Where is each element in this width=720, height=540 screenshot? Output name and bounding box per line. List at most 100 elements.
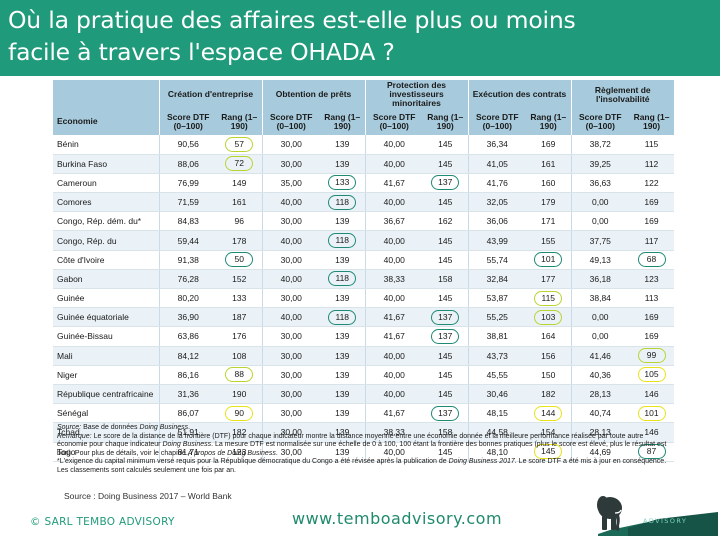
- cell-value: 40,00: [280, 235, 302, 246]
- logo-name: TEMBO: [633, 498, 696, 516]
- cell-value: 41,67: [383, 331, 405, 342]
- cell-value: 30,00: [280, 158, 302, 169]
- economy-name: Mali: [53, 346, 159, 366]
- circled-value: 57: [225, 136, 254, 152]
- footer-website-link[interactable]: www.temboadvisory.com: [292, 509, 503, 528]
- rank-cell: 145: [423, 442, 469, 462]
- note-source-label: Source:: [57, 424, 82, 431]
- cell-value: 155: [541, 235, 556, 246]
- cell-value: 139: [335, 427, 350, 438]
- cell-value: 145: [438, 389, 453, 400]
- score-cell: 40,00: [364, 250, 423, 270]
- score-cell: 36,90: [158, 307, 217, 328]
- score-cell: 38,33: [364, 422, 423, 443]
- cell-value: 139: [335, 331, 350, 342]
- score-cell: 30,00: [261, 288, 320, 309]
- rank-cell: 139: [320, 422, 365, 443]
- circled-value: 99: [637, 348, 666, 364]
- circled-value: 50: [225, 252, 254, 268]
- note-remark-chapter: A propos de Doing Business: [187, 449, 276, 457]
- rank-cell: 176: [217, 326, 262, 347]
- slide-title-line2: facile à travers l'espace OHADA ?: [8, 38, 395, 66]
- cell-value: 171: [541, 216, 556, 227]
- cell-value: 156: [541, 350, 556, 361]
- score-cell: 51,91: [158, 422, 217, 443]
- cell-value: 36,06: [486, 216, 508, 227]
- cell-value: 38,33: [383, 273, 405, 284]
- cell-value: 0,00: [591, 216, 609, 227]
- cell-value: 40,00: [383, 369, 405, 380]
- note-asterisk-text-2: . Le score DTF a été mis à jour en consé…: [57, 458, 667, 474]
- score-cell: 55,74: [467, 250, 527, 270]
- circled-value: 145: [534, 444, 563, 460]
- economy-name: Tchad: [53, 422, 159, 443]
- score-cell: 40,00: [261, 192, 320, 213]
- economy-name: Bénin: [53, 135, 159, 155]
- score-cell: 30,00: [261, 211, 320, 232]
- table-row: Congo, Rép. dém. du* 84,83 96 30,00 139 36,67…: [53, 211, 675, 232]
- cell-value: 145: [438, 139, 453, 150]
- circled-value: 90: [225, 405, 254, 421]
- rank-cell: 182: [217, 422, 262, 443]
- cell-value: 108: [232, 350, 247, 361]
- rank-cell: 169: [629, 211, 675, 232]
- cell-value: 145: [438, 158, 453, 169]
- cell-value: 28,13: [589, 427, 611, 438]
- score-column-header: Score DTF (0–100): [364, 109, 423, 135]
- empty-header-cell: [53, 80, 159, 109]
- rank-cell: 72: [217, 154, 262, 174]
- cell-value: 112: [644, 158, 659, 169]
- table-notes: Source: Base de données Doing Business. …: [57, 424, 669, 476]
- score-cell: 41,46: [570, 346, 630, 366]
- rank-cell: 146: [629, 422, 675, 443]
- rank-cell: 145: [423, 154, 469, 174]
- cell-value: 38,84: [589, 293, 611, 304]
- table-row: Mali 84,12 108 30,00 139 40,00 145 43,73 156 41,4…: [53, 346, 675, 366]
- cell-value: 41,05: [486, 158, 508, 169]
- rank-cell: 96: [217, 211, 262, 232]
- cell-value: 49,13: [589, 254, 611, 265]
- score-cell: 81,71: [158, 442, 217, 462]
- economy-name: Niger: [53, 365, 159, 385]
- cell-value: 86,07: [177, 408, 199, 419]
- score-cell: 36,63: [570, 173, 630, 194]
- cell-value: 39,25: [589, 158, 611, 169]
- rank-cell: 108: [217, 346, 262, 366]
- rank-cell: 139: [320, 288, 365, 309]
- circled-value: 87: [637, 444, 666, 460]
- rank-cell: 112: [629, 154, 675, 174]
- rank-cell: 145: [423, 346, 469, 366]
- cell-value: 145: [438, 254, 453, 265]
- score-cell: 0,00: [570, 211, 630, 232]
- cell-value: 139: [335, 139, 350, 150]
- economy-name: Guinée équatoriale: [53, 307, 159, 328]
- rank-cell: 155: [526, 230, 572, 251]
- cell-value: 38,33: [383, 427, 405, 438]
- cell-value: 30,46: [486, 389, 508, 400]
- score-cell: 36,18: [570, 269, 630, 290]
- cell-value: 40,00: [280, 273, 302, 284]
- rank-cell: 161: [526, 154, 572, 174]
- circled-value: 118: [328, 309, 357, 325]
- score-cell: 39,25: [570, 154, 630, 174]
- score-cell: 80,20: [158, 288, 217, 309]
- cell-value: 145: [438, 235, 453, 246]
- cell-value: 30,00: [280, 369, 302, 380]
- cell-value: 145: [438, 197, 453, 208]
- cell-value: 41,76: [486, 177, 508, 188]
- logo-sub: ADVISORY: [643, 517, 688, 525]
- rank-cell: 149: [217, 173, 262, 194]
- score-cell: 40,00: [364, 288, 423, 309]
- note-remark: Remarque: Le score de la distance de la …: [57, 433, 669, 459]
- rank-cell: 139: [320, 154, 365, 174]
- cell-value: 81,71: [177, 446, 199, 457]
- rank-cell: 57: [217, 135, 262, 155]
- rank-cell: 162: [423, 211, 469, 232]
- cell-value: 41,67: [383, 408, 405, 419]
- cell-value: 117: [644, 235, 659, 246]
- column-header-row: Economie Score DTF (0–100) Rang (1–190) …: [53, 109, 675, 135]
- score-cell: 40,00: [364, 384, 423, 405]
- cell-value: 182: [232, 427, 247, 438]
- cell-value: 28,13: [589, 389, 611, 400]
- table-row: Congo, Rép. du 59,44 178 40,00 118 40,00 145 43…: [53, 230, 675, 251]
